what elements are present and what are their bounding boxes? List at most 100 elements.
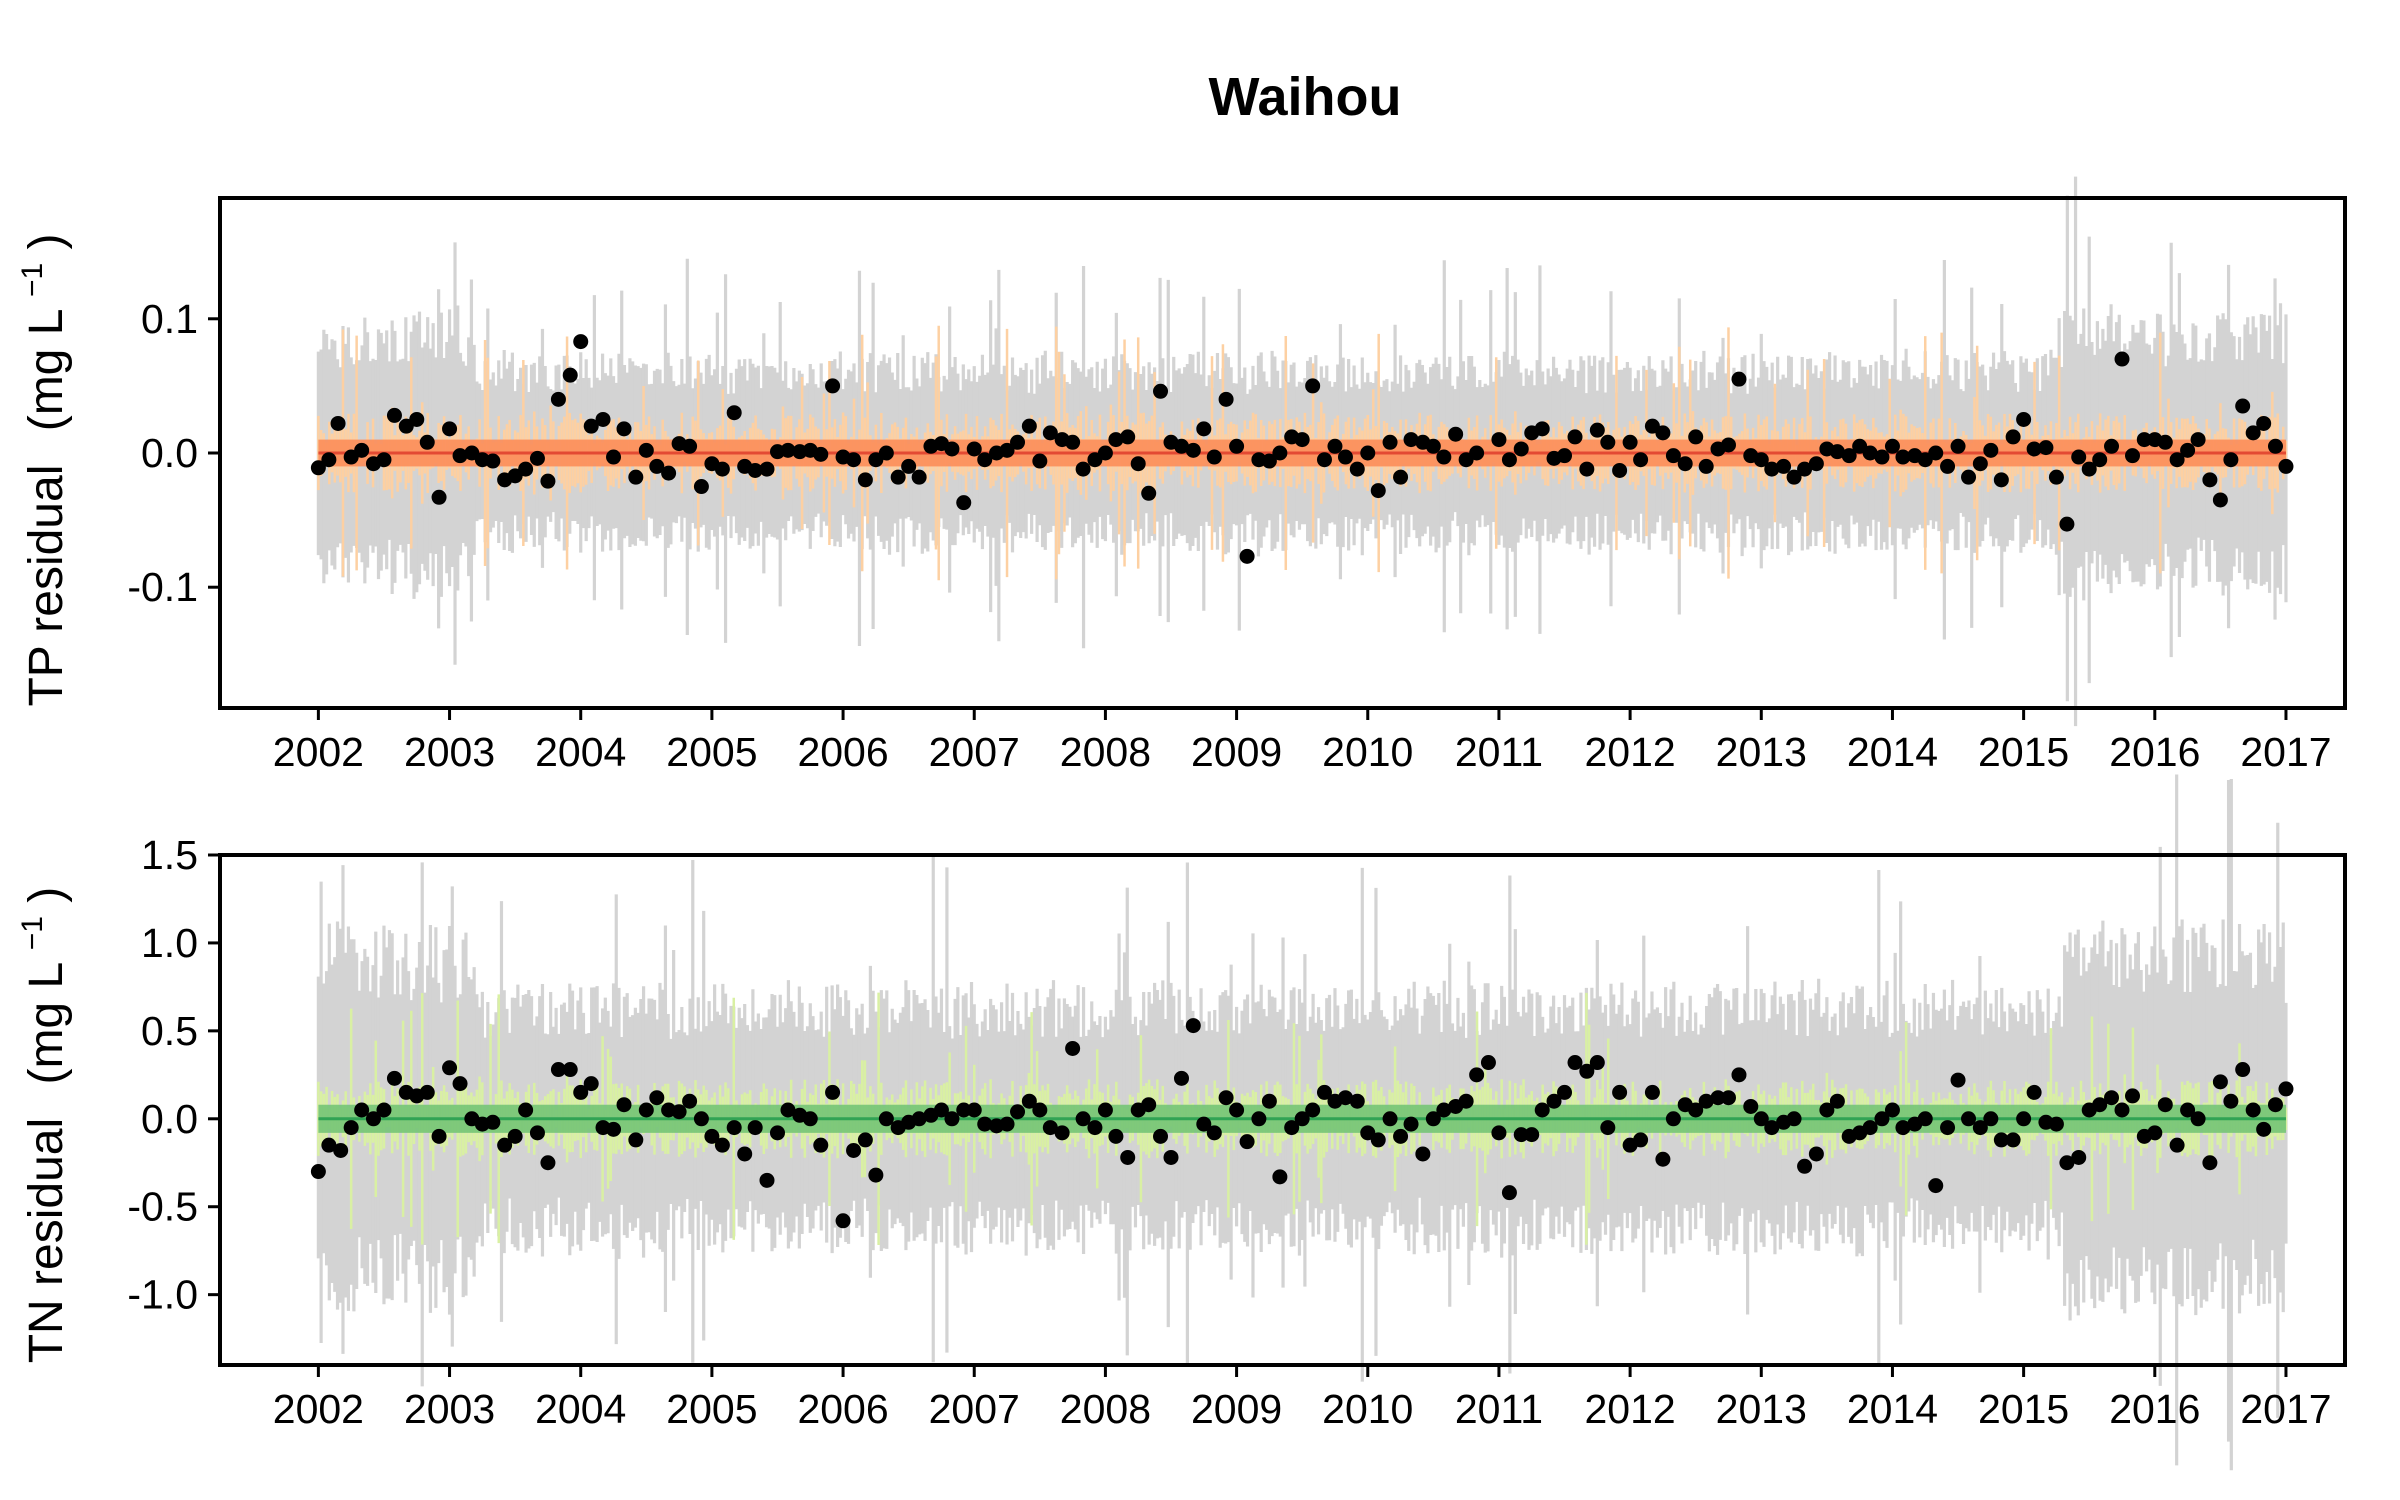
- tn-data-point: [1731, 1067, 1747, 1083]
- tp-data-point: [1448, 426, 1464, 442]
- tn-data-point: [2190, 1111, 2206, 1127]
- tn-data-point: [2235, 1062, 2251, 1078]
- tn-data-point: [1141, 1097, 1157, 1113]
- tp-data-point: [1239, 548, 1255, 564]
- tp-data-point: [1841, 448, 1857, 464]
- tp-data-point: [1305, 378, 1321, 394]
- tn-points-layer: [310, 1018, 2294, 1229]
- tp-x-tick-label: 2014: [1847, 729, 1938, 775]
- tn-data-point: [507, 1128, 523, 1144]
- tn-data-point: [747, 1120, 763, 1136]
- tp-data-point: [1425, 438, 1441, 454]
- tp-x-tick-label: 2007: [929, 729, 1020, 775]
- tn-data-point: [1284, 1120, 1300, 1136]
- tn-data-point: [365, 1111, 381, 1127]
- tn-data-point: [868, 1167, 884, 1183]
- tp-data-point: [1720, 437, 1736, 453]
- tp-data-point: [452, 448, 468, 464]
- tn-data-point: [1698, 1093, 1714, 1109]
- tn-data-point: [1808, 1146, 1824, 1162]
- tp-data-point: [1042, 425, 1058, 441]
- tn-data-point: [1501, 1185, 1517, 1201]
- tp-data-point: [1491, 432, 1507, 448]
- tp-data-point: [747, 462, 763, 478]
- tp-data-point: [977, 452, 993, 468]
- tn-data-point: [1349, 1093, 1365, 1109]
- tn-x-tick-label: 2005: [666, 1386, 757, 1432]
- tn-data-point: [1600, 1120, 1616, 1136]
- tp-data-point: [529, 450, 545, 466]
- tp-data-point: [550, 391, 566, 407]
- tp-data-point: [1120, 429, 1136, 445]
- tp-data-point: [1600, 434, 1616, 450]
- tn-data-point: [497, 1137, 513, 1153]
- tn-data-point: [1206, 1125, 1222, 1141]
- tn-x-tick-label: 2016: [2109, 1386, 2200, 1432]
- tp-data-point: [1862, 445, 1878, 461]
- tp-data-point: [1928, 445, 1944, 461]
- tn-data-point: [1884, 1102, 1900, 1118]
- tp-data-point: [714, 461, 730, 477]
- tp-data-point: [540, 473, 556, 489]
- tp-data-point: [1294, 432, 1310, 448]
- tp-data-point: [2180, 442, 2196, 458]
- tp-data-point: [562, 367, 578, 383]
- tp-data-point: [1808, 456, 1824, 472]
- tn-data-point: [442, 1060, 458, 1076]
- tp-data-point: [911, 469, 927, 485]
- tn-data-point: [1961, 1111, 1977, 1127]
- tp-data-point: [1567, 429, 1583, 445]
- tp-data-point: [386, 407, 402, 423]
- tn-data-point: [562, 1062, 578, 1078]
- tn-data-point: [2278, 1081, 2294, 1097]
- tn-x-tick-label: 2013: [1716, 1386, 1807, 1432]
- tp-data-point: [485, 453, 501, 469]
- tp-data-point: [1612, 462, 1628, 478]
- tn-data-point: [682, 1093, 698, 1109]
- tn-data-point: [2092, 1097, 2108, 1113]
- tn-data-point: [956, 1102, 972, 1118]
- tn-data-point: [1764, 1120, 1780, 1136]
- tp-data-point: [726, 405, 742, 421]
- tp-data-point: [2202, 472, 2218, 488]
- tp-data-point: [1393, 469, 1409, 485]
- tp-data-point: [1108, 432, 1124, 448]
- tp-data-point: [1370, 483, 1386, 499]
- tp-data-point: [2169, 452, 2185, 468]
- tp-data-point: [966, 441, 982, 457]
- tp-data-point: [1677, 456, 1693, 472]
- tp-x-tick-label: 2016: [2109, 729, 2200, 775]
- tp-data-point: [2026, 441, 2042, 457]
- tp-data-point: [1010, 434, 1026, 450]
- tn-data-point: [2256, 1121, 2272, 1137]
- tp-data-point: [1032, 453, 1048, 469]
- tn-data-point: [1185, 1018, 1201, 1034]
- tn-data-point: [1589, 1055, 1605, 1071]
- tn-data-point: [737, 1146, 753, 1162]
- tn-data-point: [1415, 1146, 1431, 1162]
- tp-data-point: [1874, 449, 1890, 465]
- tn-x-tick-label: 2009: [1191, 1386, 1282, 1432]
- tp-data-point: [638, 442, 654, 458]
- tn-data-point: [1305, 1102, 1321, 1118]
- tn-data-point: [452, 1076, 468, 1092]
- tp-data-point: [1829, 444, 1845, 460]
- tn-data-point: [1983, 1111, 1999, 1127]
- tn-data-point: [714, 1137, 730, 1153]
- tn-y-tick-label: 1.0: [141, 920, 198, 966]
- tn-data-point: [310, 1164, 326, 1180]
- tp-data-point: [2048, 469, 2064, 485]
- chart-title: Waihou: [1209, 67, 1402, 127]
- tp-y-axis-label: TP residual (mg L −1 ): [0, 233, 73, 706]
- tn-data-point: [1753, 1111, 1769, 1127]
- tn-data-point: [999, 1116, 1015, 1132]
- tn-data-point: [1710, 1090, 1726, 1106]
- tp-data-point: [1185, 442, 1201, 458]
- tn-data-point: [911, 1111, 927, 1127]
- tn-data-point: [1120, 1149, 1136, 1165]
- tp-residual-panel: 2002 2003 2004 2005 2006 2007 2008 2009 2010 2011…: [0, 176, 2347, 775]
- tp-data-point: [1534, 421, 1550, 437]
- tn-data-point: [1054, 1125, 1070, 1141]
- tn-data-point: [2059, 1155, 2075, 1171]
